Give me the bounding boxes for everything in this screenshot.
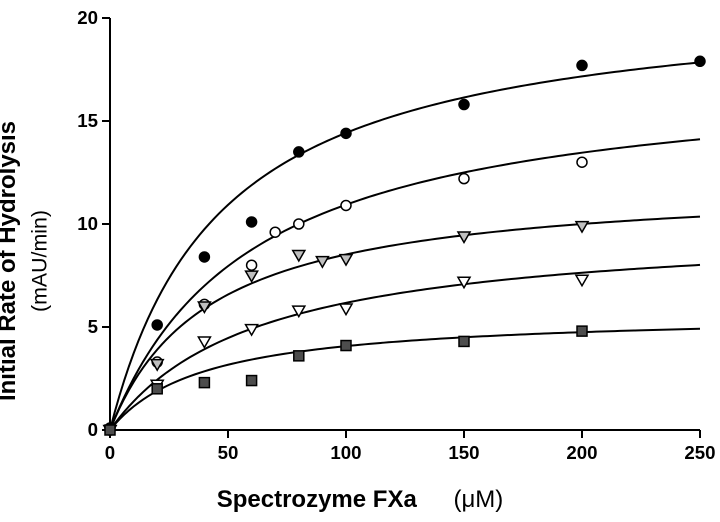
data-point <box>247 376 257 386</box>
data-point <box>293 251 305 262</box>
data-point <box>576 222 588 233</box>
data-point <box>577 60 587 70</box>
data-point <box>340 304 352 315</box>
y-tick-label: 15 <box>72 110 98 132</box>
data-point <box>199 252 209 262</box>
data-point <box>294 219 304 229</box>
data-point <box>247 217 257 227</box>
fit-curve <box>110 329 700 430</box>
data-point <box>458 232 470 243</box>
hydrolysis-kinetics-chart: Initial Rate of Hydrolysis (mAU/min) Spe… <box>0 0 720 522</box>
y-axis-units-text: (mAU/min) <box>28 210 52 312</box>
data-point <box>294 147 304 157</box>
y-axis-label-text: Initial Rate of Hydrolysis <box>0 121 21 401</box>
data-point <box>341 128 351 138</box>
data-point <box>459 100 469 110</box>
fit-curve <box>110 217 700 430</box>
x-tick-label: 200 <box>566 442 597 464</box>
data-point <box>246 271 258 282</box>
y-tick-label: 0 <box>72 419 98 441</box>
data-point <box>577 157 587 167</box>
x-tick-label: 50 <box>218 442 239 464</box>
data-point <box>294 351 304 361</box>
data-point <box>247 260 257 270</box>
y-axis-label: Initial Rate of Hydrolysis <box>0 121 22 401</box>
x-axis-units-text: (μM) <box>453 486 503 513</box>
data-point <box>199 378 209 388</box>
x-tick-label: 0 <box>105 442 115 464</box>
x-tick-label: 100 <box>330 442 361 464</box>
data-point <box>341 200 351 210</box>
x-axis-label-text: Spectrozyme FXa <box>217 486 417 513</box>
data-point <box>458 277 470 288</box>
y-tick-label: 10 <box>72 213 98 235</box>
y-tick-label: 5 <box>72 316 98 338</box>
data-point <box>459 336 469 346</box>
y-axis-units: (mAU/min) <box>28 210 53 312</box>
data-point <box>695 56 705 66</box>
x-axis-label: Spectrozyme FXa (μM) <box>0 486 720 514</box>
data-point <box>341 341 351 351</box>
data-point <box>270 227 280 237</box>
fit-curve <box>110 139 700 430</box>
x-tick-label: 250 <box>684 442 715 464</box>
data-point <box>459 174 469 184</box>
data-point <box>576 275 588 286</box>
data-point <box>152 384 162 394</box>
data-point <box>340 255 352 266</box>
data-point <box>152 320 162 330</box>
fit-curve <box>110 265 700 430</box>
fit-curve <box>110 62 700 430</box>
x-tick-label: 150 <box>448 442 479 464</box>
y-tick-label: 20 <box>72 7 98 29</box>
data-point <box>105 425 115 435</box>
data-point <box>577 326 587 336</box>
